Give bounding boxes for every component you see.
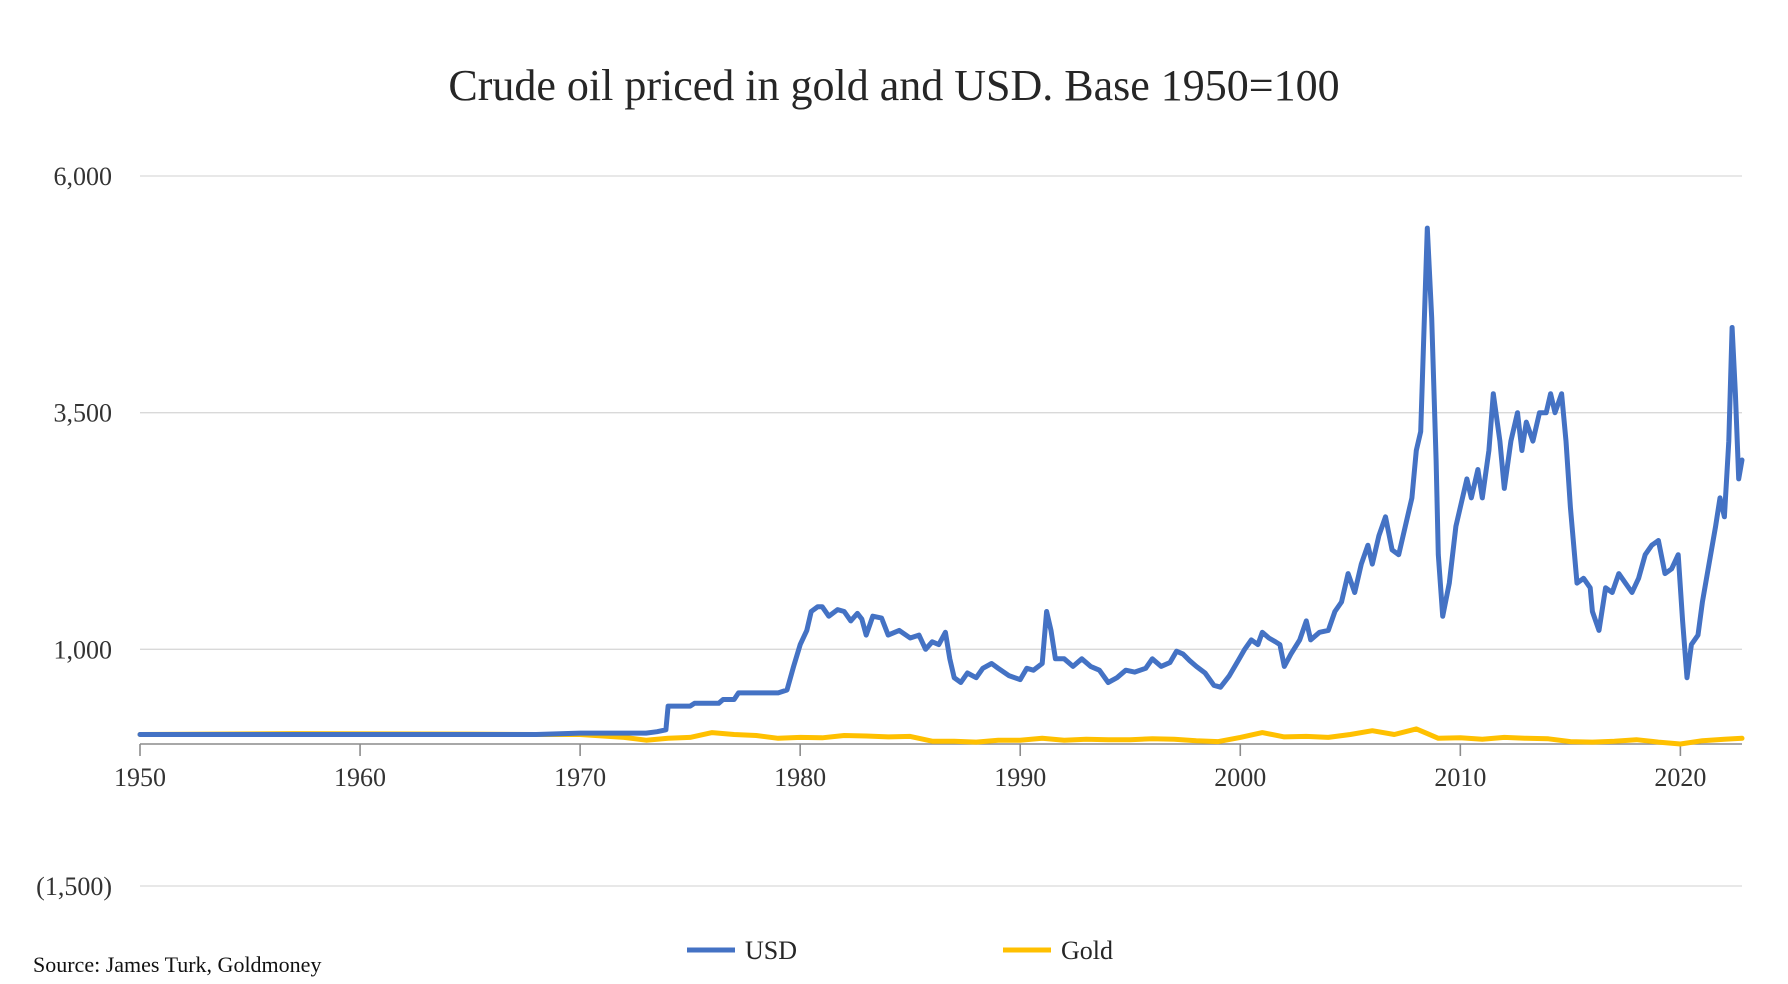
y-axis-tick-labels: 6,000 3,500 1,000 (1,500): [36, 162, 112, 901]
x-tick-label: 1990: [994, 763, 1046, 792]
series-lines: [137, 225, 1745, 747]
x-tick-label: 1980: [774, 763, 826, 792]
chart-title: Crude oil priced in gold and USD. Base 1…: [448, 61, 1339, 110]
y-tick-label: 3,500: [54, 399, 113, 428]
legend: USD Gold: [687, 936, 1113, 965]
y-tick-label: 6,000: [54, 162, 113, 191]
x-tick-label: 1950: [114, 763, 166, 792]
x-tick-label: 2020: [1654, 763, 1706, 792]
legend-gold-label: Gold: [1061, 936, 1113, 965]
x-tick-label: 1960: [334, 763, 386, 792]
y-tick-label: (1,500): [36, 872, 112, 901]
x-tick-label: 1970: [554, 763, 606, 792]
gridlines: [139, 175, 1742, 887]
x-axis-tick-labels: 1950 1960 1970 1980 1990 2000 2010 2020: [114, 763, 1706, 792]
y-tick-label: 1,000: [54, 635, 113, 664]
x-tick-label: 2010: [1434, 763, 1486, 792]
x-tick-label: 2000: [1214, 763, 1266, 792]
legend-usd-label: USD: [745, 936, 797, 965]
series-line-usd: [137, 225, 1745, 737]
source-note: Source: James Turk, Goldmoney: [33, 952, 321, 977]
series-line-gold: [137, 726, 1745, 747]
